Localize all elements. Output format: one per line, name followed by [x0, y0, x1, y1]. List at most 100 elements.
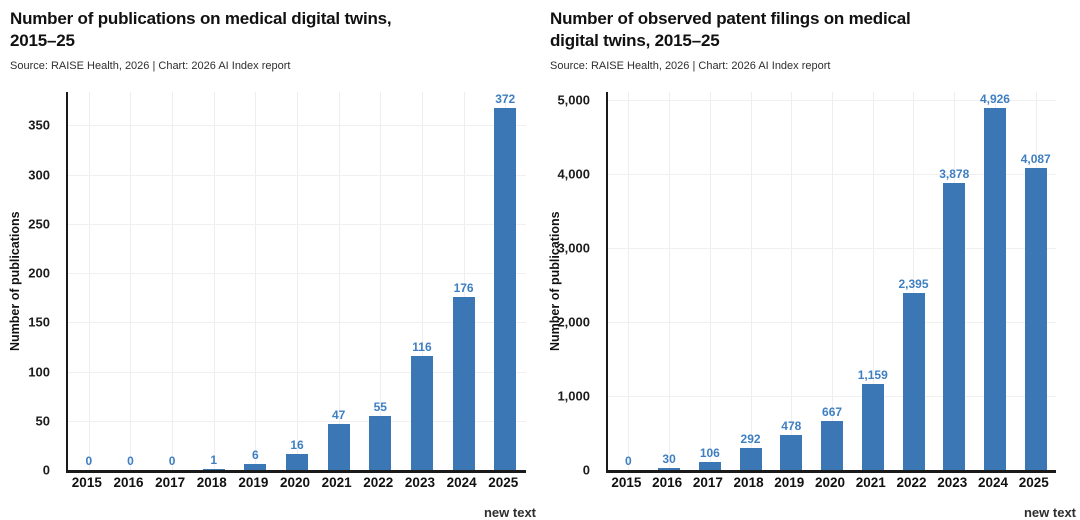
x-tick-label: 2018 [196, 475, 227, 490]
bar-column: 0 [151, 92, 193, 470]
bar [658, 467, 681, 470]
bar [861, 384, 884, 470]
bar [244, 464, 267, 470]
bar-column: 176 [443, 92, 485, 470]
chart-source: Source: RAISE Health, 2026 | Chart: 2026… [550, 60, 831, 72]
plot-area: 0 0 0 1 6 16 47 55 116 176 372 [66, 92, 526, 473]
horizontal-gridline [68, 125, 526, 127]
bar-column: 4,087 [1015, 92, 1056, 470]
x-tick-label: 2015 [71, 475, 102, 490]
bar-value-label: 55 [373, 399, 387, 414]
x-tick-label: 2023 [937, 475, 968, 490]
x-tick-label: 2017 [692, 475, 723, 490]
x-tick-label: 2025 [488, 475, 519, 490]
vertical-gridline [380, 92, 382, 470]
bar-column: 2,395 [893, 92, 934, 470]
y-tick-label: 50 [35, 413, 50, 429]
x-tick-label: 2020 [815, 475, 846, 490]
vertical-gridline [669, 92, 671, 470]
y-tick-label: 100 [28, 364, 50, 380]
bar [780, 434, 803, 470]
bar [983, 108, 1006, 470]
bar-value-label: 0 [127, 454, 134, 468]
y-tick-label: 250 [28, 216, 50, 232]
vertical-gridline [130, 92, 132, 470]
chart-source: Source: RAISE Health, 2026 | Chart: 2026… [10, 60, 291, 72]
bar-value-label: 0 [625, 454, 632, 468]
bar [410, 355, 433, 470]
chart-title: Number of publications on medical digita… [10, 9, 392, 50]
y-tick-label: 4,000 [557, 166, 590, 182]
publications-chart: Number of publications on medical digita… [0, 0, 540, 520]
bars-container: 0 30 106 292 478 667 1,159 2,395 3,878 4,926 4,087 [608, 92, 1056, 470]
bar-column: 667 [812, 92, 853, 470]
bar-column: 3,878 [934, 92, 975, 470]
bar [1024, 167, 1047, 470]
vertical-gridline [750, 92, 752, 470]
bar-value-label: 1 [210, 453, 218, 468]
bar-column: 292 [730, 92, 771, 470]
bar-value-label: 116 [412, 339, 432, 354]
vertical-gridline [628, 92, 630, 470]
bar [202, 469, 225, 470]
x-tick-label: 2024 [446, 475, 477, 490]
bar-column: 1,159 [852, 92, 893, 470]
bar-value-label: 16 [290, 438, 304, 453]
x-tick-label: 2025 [1018, 475, 1049, 490]
y-tick-label: 0 [42, 462, 50, 478]
y-tick-label: 5,000 [557, 92, 590, 108]
bar [286, 454, 309, 470]
y-tick-label: 150 [28, 314, 50, 330]
vertical-gridline [338, 92, 340, 470]
bar-column: 30 [649, 92, 690, 470]
horizontal-gridline [68, 174, 526, 176]
bar-value-label: 372 [495, 92, 516, 106]
bar-value-label: 667 [822, 404, 843, 419]
footer-note: new text [483, 505, 536, 520]
bar-column: 0 [68, 92, 110, 470]
bar-value-label: 6 [252, 448, 259, 463]
vertical-gridline [297, 92, 298, 470]
patent-filings-chart: Number of observed patent filings on med… [540, 0, 1080, 520]
vertical-gridline [872, 92, 874, 470]
horizontal-gridline [68, 322, 526, 324]
bar-value-label: 4,926 [979, 92, 1010, 106]
bar-value-label: 47 [331, 407, 346, 422]
bar [739, 448, 762, 470]
bar-column: 6 [235, 92, 277, 470]
horizontal-gridline [608, 174, 1056, 176]
horizontal-gridline [608, 322, 1056, 324]
bar-value-label: 1,159 [857, 368, 888, 383]
y-axis-ticks: 0 50 100 150 200 250 300 350 [0, 92, 58, 478]
y-tick-label: 1,000 [557, 388, 590, 404]
bar [369, 415, 392, 470]
bar-column: 0 [608, 92, 649, 470]
bar-value-label: 0 [85, 454, 93, 468]
bar-column: 4,926 [975, 92, 1016, 470]
x-tick-label: 2019 [238, 475, 269, 490]
vertical-gridline [463, 92, 465, 470]
x-tick-label: 2020 [280, 475, 311, 490]
x-tick-label: 2021 [855, 475, 886, 490]
vertical-gridline [421, 92, 423, 470]
vertical-gridline [172, 92, 174, 470]
y-tick-label: 3,000 [557, 240, 590, 256]
bar-column: 0 [110, 92, 152, 470]
x-axis-labels: 2015 2016 2017 2018 2019 2020 2021 2022 2023 2024… [66, 475, 524, 490]
x-tick-label: 2015 [611, 475, 642, 490]
vertical-gridline [255, 92, 257, 470]
plot-area: 0 30 106 292 478 667 1,159 2,395 3,878 4,926 4,087 [606, 92, 1056, 473]
x-tick-label: 2019 [774, 475, 805, 490]
horizontal-gridline [68, 371, 526, 373]
bar-value-label: 3,878 [939, 167, 970, 182]
x-tick-label: 2018 [733, 475, 764, 490]
y-axis-ticks: 0 1,000 2,000 3,000 4,000 5,000 [540, 92, 598, 478]
footer-note: new text [1023, 505, 1076, 520]
x-tick-label: 2024 [977, 475, 1008, 490]
bars-container: 0 0 0 1 6 16 47 55 116 176 372 [68, 92, 526, 470]
bar [821, 420, 844, 470]
x-tick-label: 2023 [404, 475, 435, 490]
bar [327, 423, 350, 470]
bar-column: 478 [771, 92, 812, 470]
